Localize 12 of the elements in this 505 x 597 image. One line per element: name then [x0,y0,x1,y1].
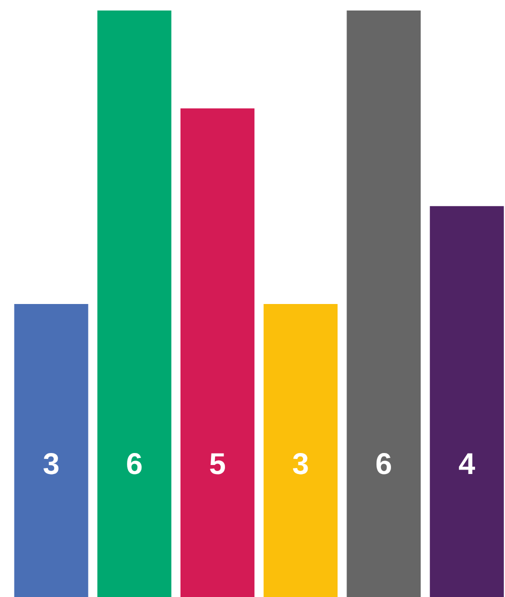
data-label: 4 [458,448,476,481]
bar [346,10,421,597]
data-label: 6 [375,448,392,481]
bar [14,304,88,597]
bar [180,108,254,597]
bar [97,10,172,597]
data-label: 6 [126,448,143,481]
bar [430,206,504,597]
data-label: 3 [292,448,309,481]
data-label: 5 [209,448,226,481]
bar [264,304,338,597]
data-label: 3 [42,448,60,481]
